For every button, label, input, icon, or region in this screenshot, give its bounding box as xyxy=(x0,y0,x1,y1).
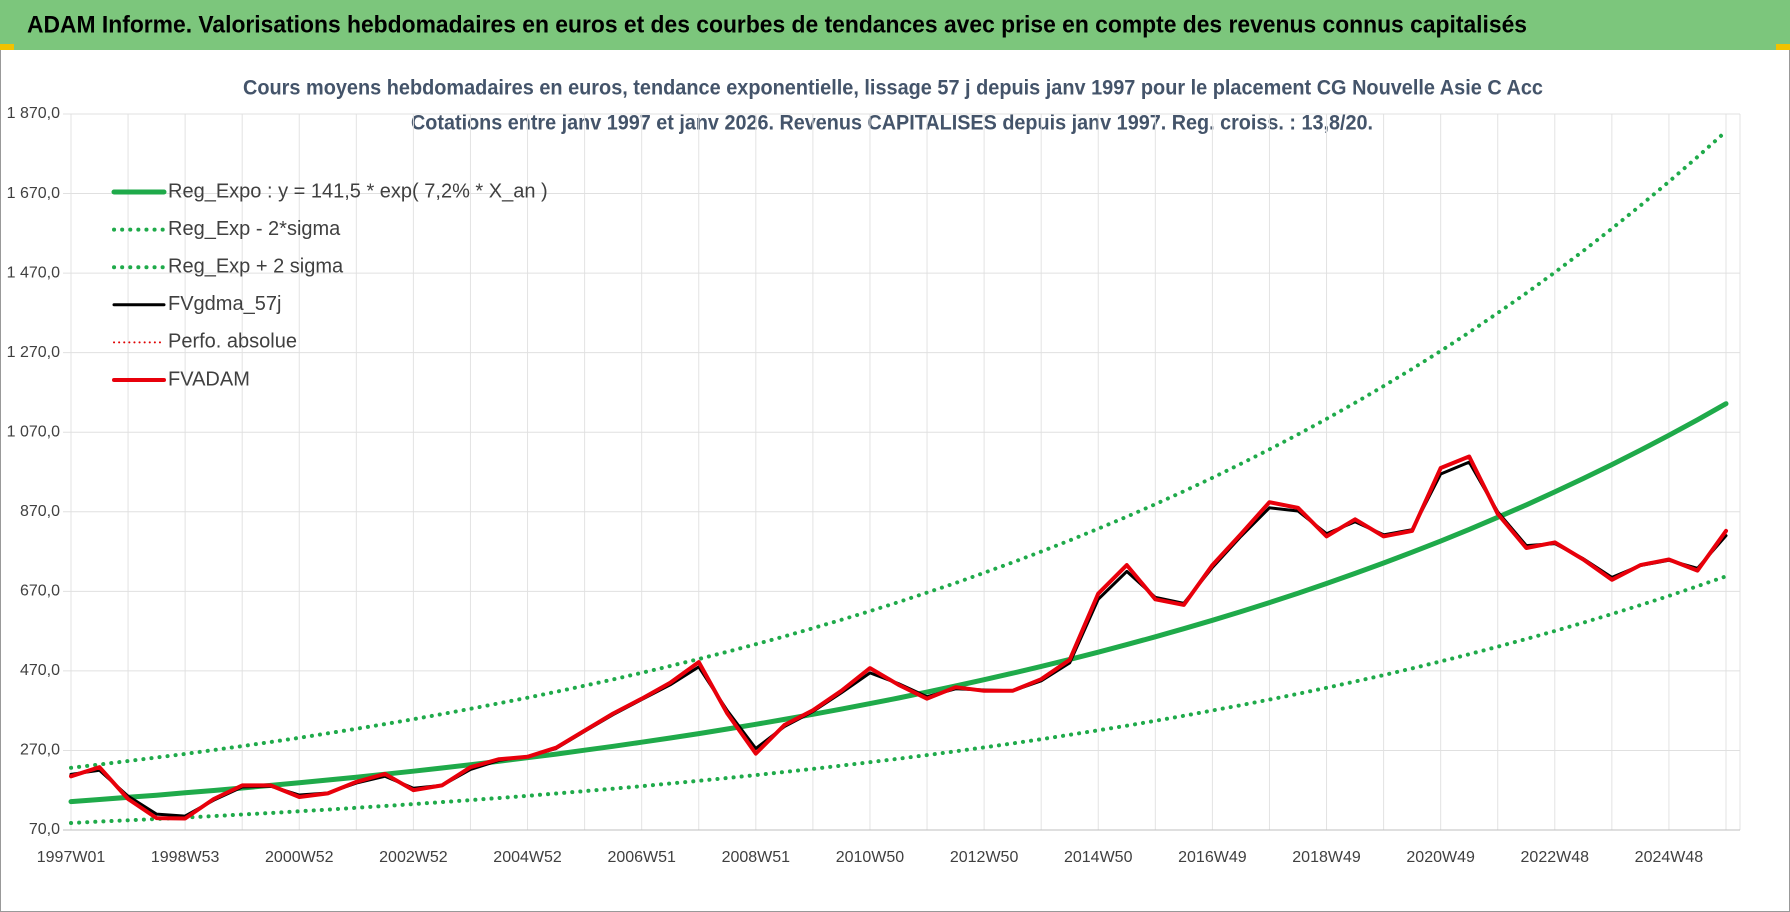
x-tick-label: 2006W51 xyxy=(607,849,676,866)
legend-label: Reg_Expo : y = 141,5 * exp( 7,2% * X_an … xyxy=(168,180,548,202)
y-tick-label: 470,0 xyxy=(20,662,60,679)
x-tick-label: 1998W53 xyxy=(151,849,220,866)
y-tick-label: 870,0 xyxy=(20,503,60,520)
x-tick-label: 2012W50 xyxy=(950,849,1019,866)
y-tick-label: 1 470,0 xyxy=(7,264,60,281)
x-tick-label: 2024W48 xyxy=(1635,849,1704,866)
x-tick-label: 2016W49 xyxy=(1178,849,1247,866)
legend-label: FVgdma_57j xyxy=(168,293,281,315)
x-tick-label: 2010W50 xyxy=(836,849,905,866)
x-tick-label: 2020W49 xyxy=(1406,849,1475,866)
y-tick-label: 1 870,0 xyxy=(7,105,60,122)
y-tick-label: 1 070,0 xyxy=(7,423,60,440)
y-tick-label: 270,0 xyxy=(20,742,60,759)
chart-title: Cours moyens hebdomadaires en euros, ten… xyxy=(243,77,1543,100)
series-line xyxy=(68,401,1729,805)
x-tick-label: 2002W52 xyxy=(379,849,448,866)
series-line xyxy=(69,454,1728,821)
y-tick-label: 1 670,0 xyxy=(7,185,60,202)
corner-mark xyxy=(0,44,14,50)
x-tick-label: 1997W01 xyxy=(37,849,106,866)
series-line xyxy=(69,574,1728,825)
x-tick-label: 2004W52 xyxy=(493,849,562,866)
x-tick-label: 2014W50 xyxy=(1064,849,1133,866)
x-tick-label: 2018W49 xyxy=(1292,849,1361,866)
x-tick-label: 2008W51 xyxy=(722,849,791,866)
corner-mark xyxy=(1776,44,1790,50)
y-tick-label: 70,0 xyxy=(29,821,60,838)
legend-label: Reg_Exp - 2*sigma xyxy=(168,218,341,240)
legend-label: FVADAM xyxy=(168,368,250,390)
banner-bg xyxy=(0,0,1790,50)
banner-title: ADAM Informe. Valorisations hebdomadaire… xyxy=(27,11,1527,38)
chart-subtitle: Cotations entre janv 1997 et janv 2026. … xyxy=(411,112,1373,135)
y-tick-label: 1 270,0 xyxy=(7,344,60,361)
x-tick-label: 2022W48 xyxy=(1521,849,1590,866)
y-tick-label: 670,0 xyxy=(20,583,60,600)
legend-label: Reg_Exp + 2 sigma xyxy=(168,255,344,277)
legend-label: Perfo. absolue xyxy=(168,331,297,353)
x-tick-label: 2000W52 xyxy=(265,849,334,866)
